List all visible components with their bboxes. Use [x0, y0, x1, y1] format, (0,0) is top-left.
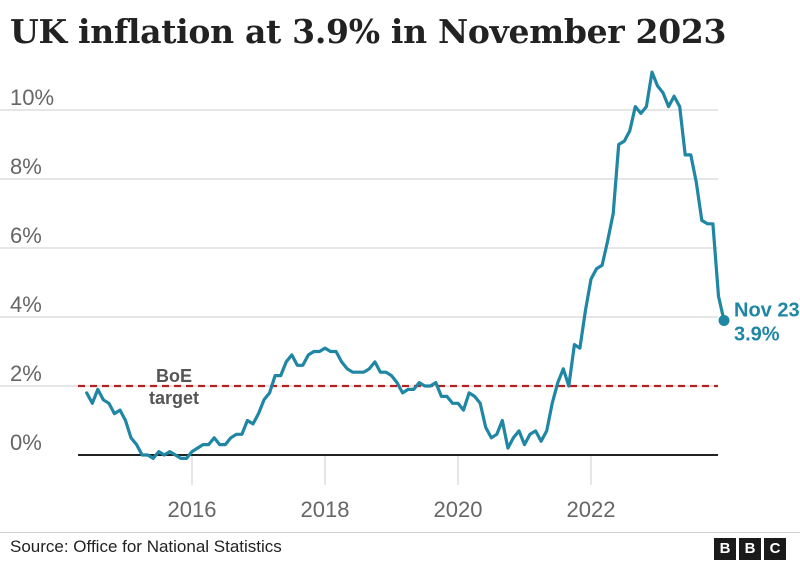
inflation-line-chart: 0% 2% 4% 6% 8% 10% 2016 2018 2020 2022 BoEtarget…: [0, 70, 800, 522]
cpi-series-line: [85, 70, 726, 460]
x-tick-label: 2016: [168, 497, 217, 522]
y-tick-label: 4%: [10, 292, 42, 317]
x-tick-label: 2018: [301, 497, 350, 522]
x-tick-label: 2020: [434, 497, 483, 522]
target-label-line1: BoE: [156, 366, 192, 386]
x-ticks: 2016 2018 2020 2022: [168, 455, 616, 522]
y-tick-label: 8%: [10, 154, 42, 179]
y-tick-label: 2%: [10, 361, 42, 386]
bbc-logo-letter: B: [739, 538, 761, 560]
y-tick-label: 10%: [10, 85, 54, 110]
y-gridlines: [0, 109, 718, 387]
bbc-logo-letter: B: [714, 538, 736, 560]
y-tick-label: 0%: [10, 430, 42, 455]
chart-title: UK inflation at 3.9% in November 2023: [10, 12, 727, 51]
target-label-line2: target: [149, 388, 199, 408]
source-note: Source: Office for National Statistics: [10, 537, 282, 556]
latest-point-date-label: Nov 23: [734, 299, 800, 321]
y-tick-labels: 0% 2% 4% 6% 8% 10%: [10, 85, 54, 455]
bbc-logo-letter: C: [764, 538, 786, 560]
bbc-logo: B B C: [714, 538, 786, 560]
latest-point-value-label: 3.9%: [734, 323, 780, 345]
footer-divider: [0, 532, 800, 533]
x-tick-label: 2022: [567, 497, 616, 522]
latest-point-dot: [718, 314, 730, 326]
y-tick-label: 6%: [10, 223, 42, 248]
